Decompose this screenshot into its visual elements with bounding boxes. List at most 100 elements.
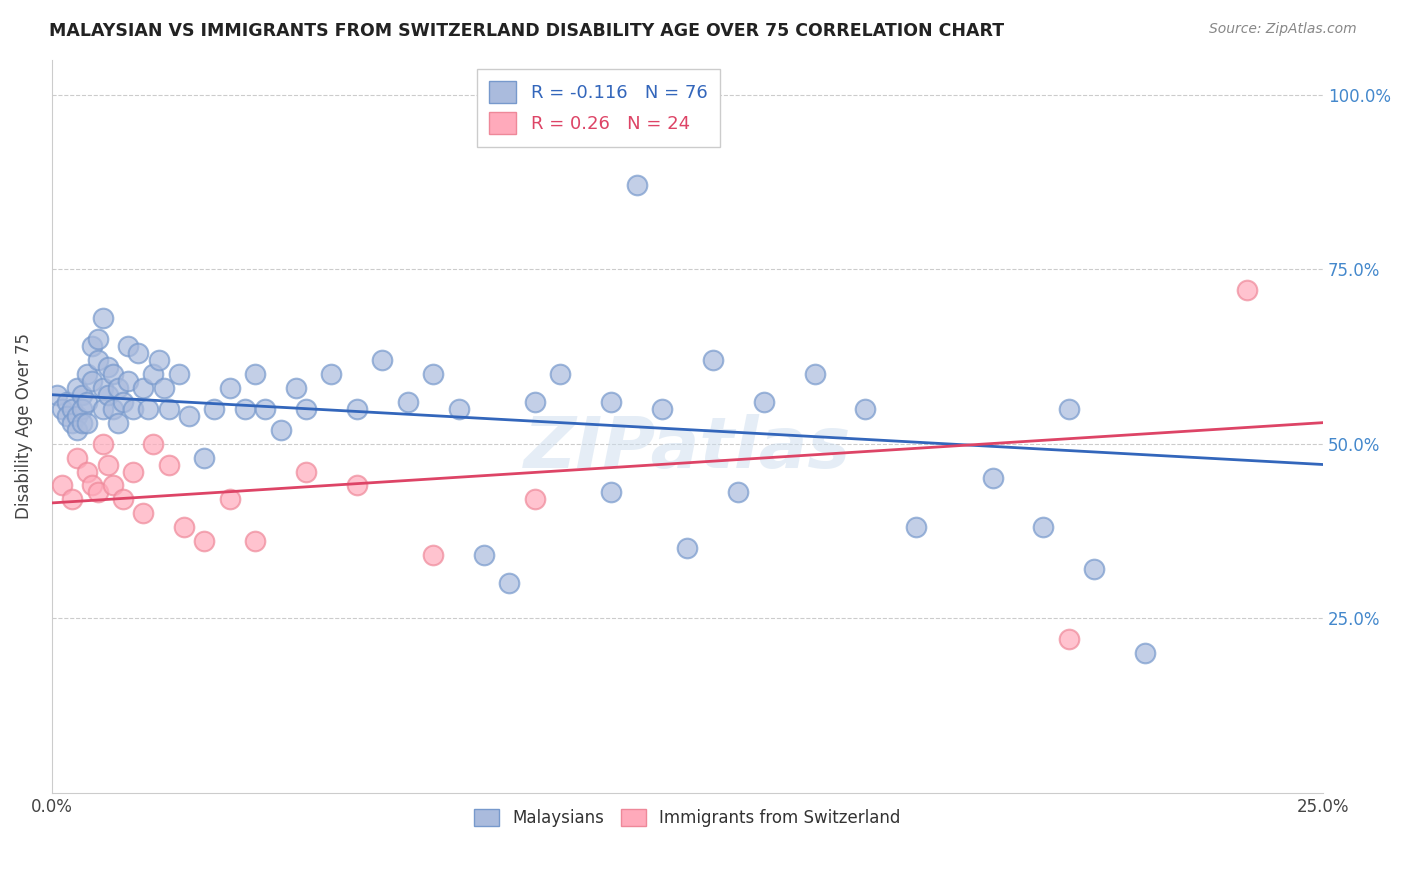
Point xyxy=(1057,401,1080,416)
Text: Source: ZipAtlas.com: Source: ZipAtlas.com xyxy=(1209,22,1357,37)
Point xyxy=(107,416,129,430)
Point xyxy=(550,367,572,381)
Point xyxy=(117,339,139,353)
Point xyxy=(626,178,648,193)
Point xyxy=(727,485,749,500)
Point xyxy=(422,549,444,563)
Point xyxy=(254,401,277,416)
Point xyxy=(82,374,104,388)
Point xyxy=(72,388,94,402)
Point xyxy=(97,388,120,402)
Point xyxy=(76,394,98,409)
Point xyxy=(600,394,623,409)
Point xyxy=(676,541,699,556)
Point xyxy=(76,416,98,430)
Point xyxy=(111,492,134,507)
Point xyxy=(45,388,67,402)
Point xyxy=(91,401,114,416)
Point xyxy=(295,465,318,479)
Point xyxy=(51,478,73,492)
Point xyxy=(284,381,307,395)
Point xyxy=(66,450,89,465)
Point xyxy=(91,436,114,450)
Point xyxy=(447,401,470,416)
Point xyxy=(86,485,108,500)
Y-axis label: Disability Age Over 75: Disability Age Over 75 xyxy=(15,333,32,519)
Point xyxy=(86,332,108,346)
Point xyxy=(422,367,444,381)
Point xyxy=(177,409,200,423)
Point xyxy=(523,394,546,409)
Point xyxy=(193,534,215,549)
Point xyxy=(111,394,134,409)
Point xyxy=(86,352,108,367)
Text: ZIPatlas: ZIPatlas xyxy=(524,414,851,483)
Point xyxy=(66,423,89,437)
Point xyxy=(82,339,104,353)
Point xyxy=(157,401,180,416)
Point xyxy=(243,367,266,381)
Point xyxy=(72,416,94,430)
Point xyxy=(122,465,145,479)
Point xyxy=(396,394,419,409)
Point xyxy=(56,409,79,423)
Point xyxy=(91,381,114,395)
Point xyxy=(76,465,98,479)
Point xyxy=(148,352,170,367)
Point xyxy=(371,352,394,367)
Point xyxy=(600,485,623,500)
Point xyxy=(60,416,83,430)
Point xyxy=(204,401,226,416)
Point xyxy=(1083,562,1105,576)
Point xyxy=(905,520,928,534)
Point xyxy=(1032,520,1054,534)
Point xyxy=(91,310,114,325)
Point xyxy=(167,367,190,381)
Point xyxy=(173,520,195,534)
Point xyxy=(803,367,825,381)
Point xyxy=(498,576,520,591)
Point xyxy=(60,401,83,416)
Point xyxy=(97,359,120,374)
Point xyxy=(346,478,368,492)
Point xyxy=(218,492,240,507)
Point xyxy=(101,401,124,416)
Point xyxy=(97,458,120,472)
Point xyxy=(138,401,160,416)
Point xyxy=(122,401,145,416)
Point xyxy=(1057,632,1080,646)
Point xyxy=(56,394,79,409)
Point xyxy=(101,367,124,381)
Point xyxy=(702,352,724,367)
Point xyxy=(142,367,165,381)
Point xyxy=(82,478,104,492)
Point xyxy=(243,534,266,549)
Point xyxy=(523,492,546,507)
Point xyxy=(66,409,89,423)
Legend: Malaysians, Immigrants from Switzerland: Malaysians, Immigrants from Switzerland xyxy=(465,801,910,836)
Point xyxy=(295,401,318,416)
Point xyxy=(101,478,124,492)
Point xyxy=(752,394,775,409)
Point xyxy=(157,458,180,472)
Point xyxy=(142,436,165,450)
Point xyxy=(1236,283,1258,297)
Point xyxy=(193,450,215,465)
Point xyxy=(1133,646,1156,660)
Point xyxy=(60,492,83,507)
Point xyxy=(51,401,73,416)
Point xyxy=(651,401,673,416)
Point xyxy=(981,471,1004,485)
Point xyxy=(472,549,495,563)
Point xyxy=(218,381,240,395)
Point xyxy=(855,401,877,416)
Point xyxy=(152,381,174,395)
Point xyxy=(233,401,256,416)
Point xyxy=(270,423,292,437)
Point xyxy=(107,381,129,395)
Point xyxy=(66,381,89,395)
Point xyxy=(132,381,155,395)
Point xyxy=(132,507,155,521)
Point xyxy=(127,346,149,360)
Point xyxy=(76,367,98,381)
